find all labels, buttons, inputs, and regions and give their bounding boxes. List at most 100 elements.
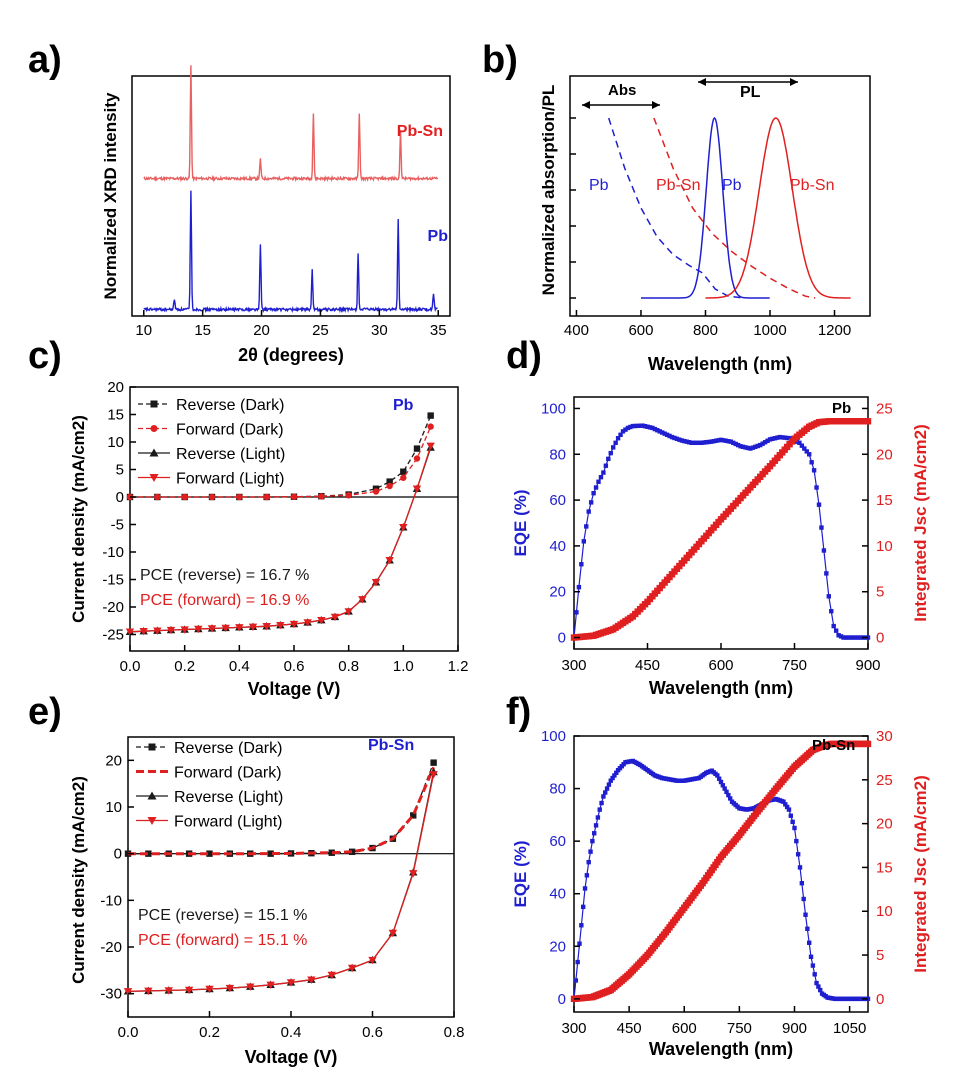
data-point [399, 524, 408, 532]
eqe-point [829, 609, 834, 614]
y-tick-label: 80 [549, 446, 566, 463]
data-point [194, 625, 203, 634]
data-point [248, 623, 258, 631]
y-tick-label: 10 [105, 799, 122, 816]
data-point [317, 617, 326, 625]
data-point [207, 625, 217, 633]
y-tick-label: -5 [111, 517, 124, 534]
data-point [290, 493, 298, 500]
label-pb-sn-abs: Pb-Sn [656, 177, 700, 194]
y-tick-label: 0 [116, 489, 124, 506]
plot-frame [573, 735, 869, 1013]
y-tick-label: -20 [100, 939, 122, 956]
eqe-point [576, 584, 582, 590]
data-point [386, 478, 393, 485]
y-tick-label: -15 [102, 572, 124, 589]
y-tick-label: 20 [105, 752, 122, 769]
data-point [358, 596, 367, 604]
x-tick-label: 0.8 [444, 1024, 465, 1041]
eqe-line [573, 424, 868, 639]
eqe-point [579, 562, 584, 567]
y-tick-label: -25 [102, 627, 124, 644]
eqe-point [807, 940, 812, 945]
x-tick-label: 450 [617, 1020, 642, 1037]
pce-forward: PCE (forward) = 15.1 % [138, 932, 307, 949]
y-tick-label: 10 [876, 538, 893, 555]
data-point [262, 623, 271, 631]
y-tick-label: 15 [876, 492, 893, 509]
eqe-point [597, 807, 602, 812]
eqe-point [803, 912, 808, 917]
x-tick-label: 800 [693, 322, 718, 339]
data-point [166, 626, 176, 635]
eqe-point [856, 635, 861, 640]
data-point [409, 870, 418, 878]
eqe-point [818, 987, 823, 993]
data-point [400, 474, 407, 481]
x-tick-label: 15 [194, 322, 211, 339]
legend: Reverse (Dark) Forward (Dark) Reverse (Lig… [138, 397, 285, 488]
eqe-point [642, 424, 648, 429]
y-tick-label: 40 [549, 886, 566, 903]
eqe-point [637, 423, 643, 428]
x-tick-label: 10 [135, 322, 152, 339]
eqe-point [575, 959, 580, 965]
y-tick-label: 5 [116, 462, 124, 479]
data-point [263, 493, 270, 501]
data-point [147, 817, 157, 825]
x-tick-label: 1000 [753, 322, 786, 339]
eqe-point [812, 972, 817, 977]
x-tick-label: 400 [564, 322, 589, 339]
abs-arrow [582, 101, 660, 109]
data-point [410, 812, 417, 819]
eqe-point [573, 978, 579, 983]
legend-entry: Forward (Light) [176, 471, 284, 488]
axis-ticks: 300 450 600 750 900 1050 0 20 40 60 80 100 0 5 10 15 20 2… [541, 728, 893, 1037]
eqe-point [704, 440, 709, 445]
eqe-point [735, 442, 741, 448]
eqe-point [669, 434, 675, 440]
eqe-point [794, 838, 799, 844]
eqe-point [753, 444, 758, 450]
eqe-point [699, 440, 704, 446]
eqe-point [858, 635, 863, 640]
label-pb-abs: Pb [589, 177, 609, 194]
eqe-point [701, 440, 707, 445]
y-axis-title: Normalized absorption/PL [539, 85, 558, 296]
jv-curves [125, 412, 435, 636]
abs-series-pb [607, 117, 745, 299]
label-pb-sn-pl: Pb-Sn [790, 177, 834, 194]
data-point [153, 627, 162, 635]
y-tick-label: 0 [114, 846, 122, 863]
legend-entry: Reverse (Light) [174, 789, 283, 806]
panel-e: 0.0 0.2 0.4 0.6 0.8 -30 -20 -10 0 10 20 Reverse (D… [69, 736, 464, 1067]
eqe-point [706, 439, 711, 445]
data-point [289, 620, 299, 629]
data-point [286, 979, 296, 987]
axis-ticks: 0.0 0.2 0.4 0.6 0.8 -30 -20 -10 0 10 20 [100, 752, 464, 1041]
data-point [267, 850, 274, 857]
eqe-point [662, 431, 667, 436]
eqe-point [718, 779, 724, 785]
eqe-point [581, 539, 586, 544]
data-point [235, 624, 244, 632]
jsc-point [864, 418, 872, 425]
data-point [150, 400, 158, 408]
data-point [371, 579, 381, 587]
data-point [276, 621, 285, 630]
y-tick-label: 0 [876, 630, 884, 647]
eqe-point [755, 443, 760, 449]
y-tick-label: 30 [876, 728, 893, 745]
eqe-point [767, 437, 773, 442]
x-axis-title: Voltage (V) [248, 679, 341, 699]
xrd-series-pb [143, 190, 438, 314]
axis-ticks: 300 450 600 750 900 0 20 40 60 80 100 0 5 10 15 20 25 [541, 400, 893, 674]
y-axis-title-right: Integrated Jsc (mA/cm2) [911, 775, 930, 972]
data-point [225, 984, 235, 993]
data-point [344, 608, 353, 616]
panel-label-d: d) [506, 335, 542, 377]
eqe-point [853, 635, 858, 640]
x-tick-label: 0.0 [118, 1024, 139, 1041]
eqe-point [652, 426, 658, 432]
eqe-point [795, 852, 801, 857]
